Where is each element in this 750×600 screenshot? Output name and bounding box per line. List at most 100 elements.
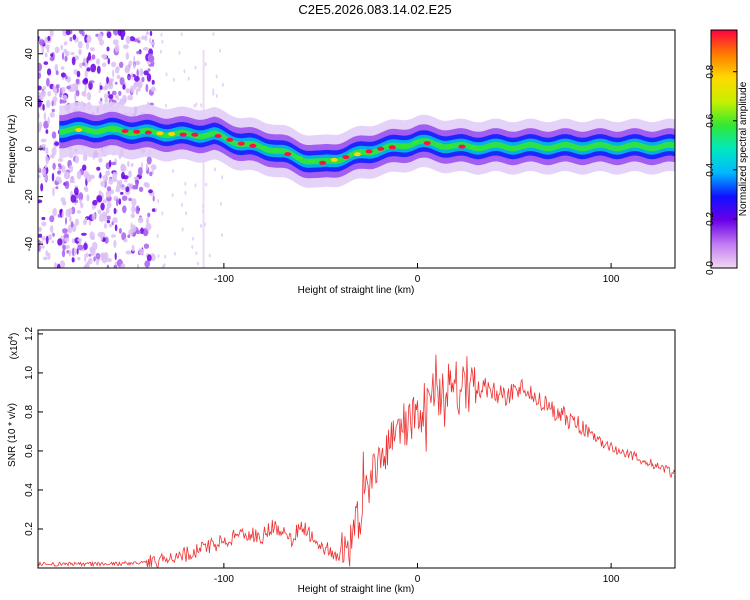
noise-speck — [115, 172, 118, 176]
noise-speck — [85, 252, 89, 258]
noise-speck — [111, 78, 114, 82]
noise-speck — [57, 238, 63, 246]
noise-speck — [62, 244, 66, 251]
noise-speck — [97, 231, 104, 238]
noise-speck — [40, 245, 45, 249]
ridge-peak — [412, 140, 420, 145]
ridge-peak — [377, 146, 385, 151]
spectrogram-y-label: Frequency (Hz) — [7, 115, 18, 184]
noise-speck — [84, 69, 88, 78]
noise-speck — [45, 99, 51, 108]
noise-speck — [64, 55, 68, 62]
noise-speck — [38, 199, 43, 204]
noise-speck — [84, 83, 87, 91]
noise-speck — [54, 88, 58, 97]
noise-speck — [87, 52, 92, 61]
noise-speck — [148, 189, 153, 194]
noise-speck — [99, 39, 104, 46]
noise-speck — [61, 52, 65, 61]
noise-speck — [150, 253, 156, 262]
noise-speck — [61, 249, 66, 258]
noise-speck — [74, 218, 80, 226]
noise-speck — [93, 256, 96, 262]
ridge-peak — [342, 155, 350, 160]
noise-speck — [83, 77, 88, 83]
noise-speck — [90, 63, 97, 73]
noise-speck — [38, 72, 42, 80]
noise-speck — [151, 208, 156, 213]
noise-speck — [75, 78, 80, 85]
ridge-peak — [133, 129, 141, 134]
noise-speck — [145, 162, 148, 171]
noise-speck — [65, 217, 67, 225]
noise-speck — [51, 108, 55, 113]
noise-speck — [116, 95, 119, 101]
noise-speck — [54, 63, 59, 72]
noise-speck — [187, 76, 190, 81]
noise-speck — [47, 252, 51, 260]
ridge-peak — [144, 130, 152, 135]
noise-speck — [113, 239, 117, 248]
noise-speck — [41, 216, 46, 221]
noise-speck — [45, 250, 49, 257]
noise-speck — [47, 91, 52, 97]
noise-speck — [52, 232, 55, 237]
noise-speck — [45, 44, 50, 50]
noise-speck — [122, 205, 127, 214]
noise-speck — [54, 46, 60, 54]
noise-speck — [107, 58, 111, 65]
noise-speck — [127, 76, 131, 80]
snr-frame — [37, 329, 676, 569]
ridge-peak — [400, 143, 408, 148]
noise-speck — [82, 62, 86, 66]
noise-speck — [98, 157, 103, 163]
noise-speck — [208, 253, 211, 258]
snr-series-line — [38, 354, 675, 568]
noise-speck — [151, 79, 155, 85]
noise-speck — [66, 85, 71, 90]
noise-speck — [88, 81, 93, 90]
noise-speck — [138, 186, 144, 192]
noise-speck — [41, 221, 47, 227]
noise-speck — [38, 244, 41, 252]
page-title: C2E5.2026.083.14.02.E25 — [298, 2, 452, 17]
noise-speck — [113, 207, 117, 215]
noise-speck — [143, 181, 149, 188]
noise-speck — [104, 236, 109, 244]
noise-speck — [112, 69, 115, 78]
noise-speck — [161, 39, 164, 44]
ridge-peak — [446, 143, 454, 148]
noise-speck — [128, 60, 133, 66]
spectrogram-x-tick-label: 100 — [603, 274, 620, 285]
noise-speck — [125, 64, 131, 72]
noise-speck — [219, 201, 222, 206]
noise-speck — [88, 220, 91, 226]
noise-speck — [131, 244, 135, 252]
noise-speck — [42, 103, 45, 111]
ridge-peak — [191, 132, 199, 137]
noise-speck — [64, 180, 70, 190]
noise-speck — [122, 84, 126, 90]
noise-speck — [105, 206, 110, 214]
noise-speck — [95, 33, 99, 37]
noise-speck — [191, 245, 194, 249]
noise-speck — [125, 186, 130, 193]
noise-speck — [76, 248, 79, 255]
noise-speck — [76, 170, 82, 180]
noise-speck — [115, 67, 120, 74]
noise-speck — [88, 253, 92, 257]
noise-speck — [77, 244, 84, 251]
ridge-core — [59, 125, 675, 165]
noise-speck — [102, 54, 107, 61]
spectrogram-x-label: Height of straight line (km) — [298, 285, 415, 296]
noise-speck — [60, 99, 67, 104]
noise-speck — [150, 41, 155, 46]
noise-speck — [212, 91, 215, 96]
noise-speck — [137, 82, 142, 89]
noise-speck — [116, 181, 123, 190]
snr-y-tick-label: 0.4 — [24, 483, 35, 497]
noise-speck — [98, 100, 103, 105]
noise-speck — [131, 224, 137, 233]
noise-speck — [103, 252, 109, 260]
noise-speck — [148, 53, 154, 63]
